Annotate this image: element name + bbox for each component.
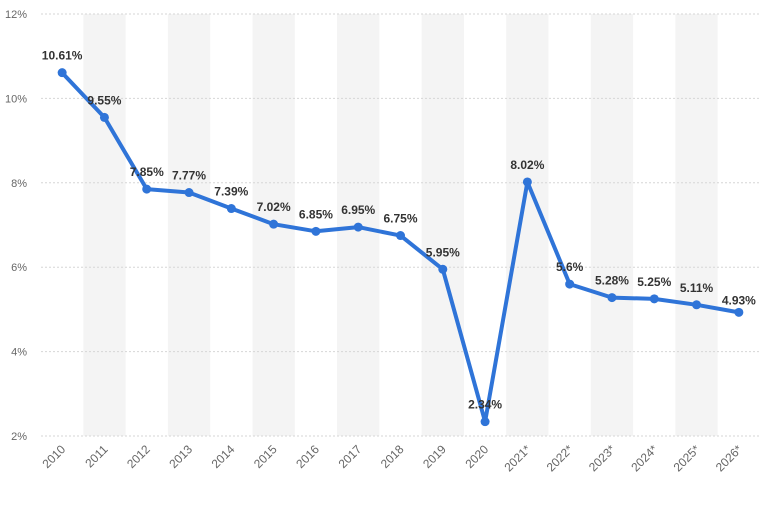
data-label: 5.25% bbox=[637, 275, 671, 289]
x-tick-label: 2025* bbox=[671, 442, 703, 474]
x-tick-label: 2024* bbox=[628, 442, 660, 474]
data-point bbox=[142, 184, 152, 194]
x-tick-label: 2023* bbox=[586, 442, 618, 474]
data-label: 6.75% bbox=[383, 212, 417, 226]
x-axis-ticks: 2010 2011 2012 2013 2014 2015 2016 2017 2018 2019… bbox=[39, 442, 745, 474]
data-point bbox=[649, 294, 659, 304]
x-tick-label: 2012 bbox=[124, 442, 153, 471]
data-labels: 10.61% 9.55% 7.85% 7.77% 7.39% 7.02% 6.85% 6.95… bbox=[42, 49, 756, 412]
x-tick-label: 2018 bbox=[378, 442, 407, 471]
data-label: 5.6% bbox=[556, 260, 584, 274]
data-point bbox=[396, 231, 405, 241]
x-tick-label: 2026* bbox=[713, 442, 745, 474]
column-bands bbox=[83, 14, 718, 436]
data-point bbox=[184, 188, 194, 198]
x-tick-label: 2013 bbox=[166, 442, 195, 471]
x-tick-label: 2019 bbox=[420, 442, 449, 471]
y-tick-label: 10% bbox=[5, 93, 27, 105]
x-tick-label: 2017 bbox=[336, 442, 365, 471]
data-point bbox=[57, 68, 67, 78]
x-tick-label: 2022* bbox=[544, 442, 576, 474]
data-label: 5.28% bbox=[595, 274, 629, 288]
data-point bbox=[99, 112, 109, 122]
x-tick-label: 2015 bbox=[251, 442, 280, 471]
x-tick-label: 2014 bbox=[209, 442, 238, 471]
y-tick-label: 8% bbox=[11, 178, 27, 190]
data-point bbox=[480, 417, 490, 427]
y-axis-ticks: 2% 4% 6% 8% 10% 12% bbox=[5, 9, 27, 443]
data-point bbox=[353, 222, 363, 232]
data-point bbox=[692, 300, 702, 310]
data-label: 6.95% bbox=[341, 203, 375, 217]
column-band bbox=[675, 14, 718, 436]
column-band bbox=[167, 14, 211, 436]
data-point bbox=[607, 293, 617, 303]
data-label: 6.85% bbox=[299, 207, 333, 221]
data-label: 5.95% bbox=[426, 245, 460, 259]
data-label: 9.55% bbox=[87, 93, 121, 107]
data-label: 2.34% bbox=[468, 398, 502, 412]
data-label: 5.11% bbox=[680, 281, 714, 295]
series-line bbox=[60, 70, 741, 424]
column-band bbox=[83, 14, 126, 436]
data-points bbox=[57, 68, 744, 427]
x-tick-label: 2021* bbox=[501, 442, 533, 474]
data-label: 7.85% bbox=[130, 165, 164, 179]
x-tick-label: 2010 bbox=[39, 442, 68, 471]
data-point bbox=[522, 177, 532, 187]
data-point bbox=[734, 307, 744, 317]
column-band bbox=[506, 14, 549, 436]
x-tick-label: 2011 bbox=[82, 442, 110, 470]
data-label: 8.02% bbox=[510, 158, 544, 172]
data-label: 7.02% bbox=[257, 200, 291, 214]
y-tick-label: 2% bbox=[11, 431, 27, 443]
data-point bbox=[269, 219, 279, 229]
x-tick-label: 2020 bbox=[462, 442, 491, 471]
column-band bbox=[421, 14, 464, 436]
data-label: 10.61% bbox=[42, 49, 83, 63]
x-tick-label: 2016 bbox=[293, 442, 322, 471]
data-point bbox=[226, 204, 236, 214]
y-tick-label: 4% bbox=[11, 347, 27, 359]
y-tick-label: 12% bbox=[5, 9, 27, 21]
data-label: 7.39% bbox=[214, 185, 248, 199]
y-tick-label: 6% bbox=[11, 262, 27, 274]
data-label: 7.77% bbox=[172, 169, 206, 183]
data-point bbox=[438, 264, 448, 274]
data-point bbox=[311, 226, 321, 236]
data-label: 4.93% bbox=[722, 293, 756, 307]
data-point bbox=[565, 279, 575, 289]
column-band bbox=[590, 14, 634, 436]
